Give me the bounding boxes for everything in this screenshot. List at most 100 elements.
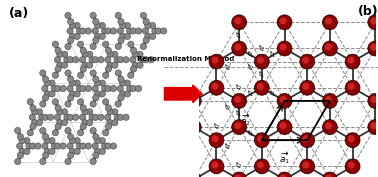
Circle shape — [92, 57, 99, 63]
Circle shape — [79, 57, 86, 63]
Circle shape — [107, 109, 113, 115]
Circle shape — [17, 134, 23, 140]
Circle shape — [62, 62, 68, 68]
Circle shape — [68, 152, 74, 158]
Circle shape — [300, 54, 314, 69]
Circle shape — [124, 91, 130, 97]
Circle shape — [254, 80, 269, 95]
Circle shape — [39, 114, 45, 120]
Circle shape — [105, 28, 111, 34]
Text: t$_1$: t$_1$ — [247, 89, 254, 99]
FancyArrow shape — [164, 85, 202, 103]
Circle shape — [148, 57, 154, 63]
Circle shape — [325, 17, 332, 24]
Circle shape — [92, 143, 98, 149]
Circle shape — [232, 93, 246, 108]
Circle shape — [212, 57, 218, 64]
Circle shape — [348, 83, 355, 90]
Circle shape — [277, 172, 292, 177]
Circle shape — [57, 109, 63, 115]
Circle shape — [42, 114, 48, 120]
Circle shape — [143, 28, 149, 34]
Circle shape — [118, 37, 124, 43]
Circle shape — [82, 62, 88, 68]
Circle shape — [89, 114, 95, 120]
Circle shape — [93, 134, 99, 140]
Circle shape — [77, 72, 84, 78]
Circle shape — [85, 143, 91, 149]
Circle shape — [102, 72, 109, 78]
Circle shape — [127, 28, 133, 34]
Circle shape — [40, 158, 46, 165]
Text: t$_1$: t$_1$ — [270, 89, 277, 99]
Circle shape — [107, 51, 113, 58]
Circle shape — [105, 123, 112, 130]
Circle shape — [69, 33, 76, 39]
Circle shape — [74, 80, 80, 86]
Circle shape — [27, 99, 33, 105]
Circle shape — [76, 28, 83, 34]
Circle shape — [132, 62, 138, 68]
Circle shape — [145, 33, 151, 39]
Circle shape — [92, 28, 98, 34]
Circle shape — [36, 119, 43, 126]
Circle shape — [322, 120, 337, 135]
Circle shape — [65, 43, 71, 50]
Circle shape — [143, 19, 149, 25]
Circle shape — [26, 143, 33, 149]
Circle shape — [280, 122, 287, 129]
Text: t$_2$: t$_2$ — [258, 43, 266, 54]
Circle shape — [52, 41, 59, 47]
Circle shape — [69, 91, 76, 97]
Circle shape — [300, 133, 314, 148]
Circle shape — [49, 80, 55, 86]
Circle shape — [119, 22, 126, 29]
Circle shape — [55, 47, 61, 54]
Circle shape — [27, 130, 33, 136]
Circle shape — [257, 161, 264, 169]
Circle shape — [92, 114, 99, 120]
Circle shape — [114, 57, 120, 63]
Circle shape — [82, 119, 88, 126]
Circle shape — [300, 80, 314, 95]
Circle shape — [130, 85, 136, 92]
Circle shape — [44, 138, 50, 144]
Circle shape — [143, 37, 149, 43]
Circle shape — [69, 80, 76, 86]
Circle shape — [67, 143, 73, 149]
Circle shape — [31, 109, 38, 115]
Circle shape — [370, 44, 377, 51]
Circle shape — [119, 80, 126, 86]
Circle shape — [232, 15, 246, 30]
Circle shape — [345, 133, 360, 148]
Circle shape — [82, 109, 88, 115]
Circle shape — [280, 96, 287, 103]
Text: t$_1$: t$_1$ — [258, 70, 266, 80]
Circle shape — [90, 158, 96, 165]
Circle shape — [232, 172, 246, 177]
Circle shape — [280, 17, 287, 24]
Circle shape — [345, 54, 360, 69]
Circle shape — [40, 101, 46, 107]
Circle shape — [135, 28, 142, 34]
Circle shape — [127, 85, 133, 92]
Circle shape — [87, 119, 93, 126]
Circle shape — [110, 143, 116, 149]
Circle shape — [94, 91, 101, 97]
Circle shape — [135, 85, 142, 92]
Circle shape — [234, 175, 241, 177]
Circle shape — [234, 96, 241, 103]
Circle shape — [17, 143, 23, 149]
Circle shape — [93, 152, 99, 158]
Circle shape — [80, 85, 86, 92]
Circle shape — [60, 143, 66, 149]
Circle shape — [85, 85, 91, 92]
Circle shape — [35, 143, 41, 149]
Circle shape — [94, 148, 101, 155]
Circle shape — [115, 70, 121, 76]
Circle shape — [51, 143, 57, 149]
Circle shape — [94, 22, 101, 29]
Circle shape — [87, 51, 93, 58]
Circle shape — [99, 148, 105, 155]
Circle shape — [36, 109, 43, 115]
